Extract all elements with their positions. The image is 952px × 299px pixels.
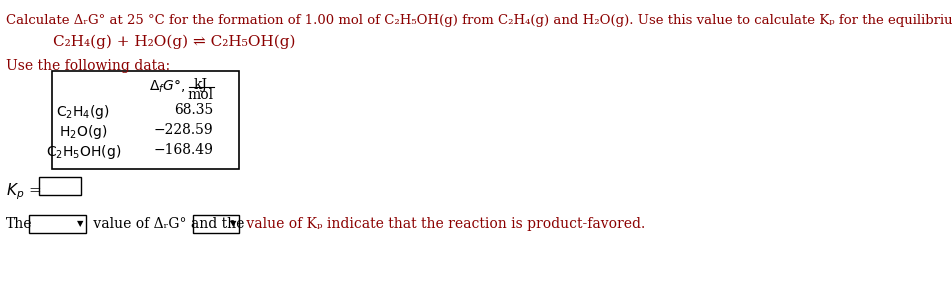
Text: Calculate ΔᵣG° at 25 °C for the formation of 1.00 mol of C₂H₅OH(g) from C₂H₄(g) : Calculate ΔᵣG° at 25 °C for the formatio… — [6, 14, 952, 27]
Text: mol: mol — [188, 88, 213, 102]
Text: $\mathrm{C_2H_5OH(g)}$: $\mathrm{C_2H_5OH(g)}$ — [46, 143, 121, 161]
Bar — [51, 71, 238, 169]
Text: $\mathrm{C_2H_4(g)}$: $\mathrm{C_2H_4(g)}$ — [56, 103, 110, 121]
Text: $\mathrm{H_2O(g)}$: $\mathrm{H_2O(g)}$ — [59, 123, 108, 141]
Bar — [193, 215, 238, 233]
Text: −228.59: −228.59 — [154, 123, 213, 137]
Text: ▼: ▼ — [77, 219, 84, 228]
Text: value of ΔᵣG° and the: value of ΔᵣG° and the — [89, 217, 245, 231]
Text: 68.35: 68.35 — [174, 103, 213, 117]
Text: −168.49: −168.49 — [153, 143, 213, 157]
Text: Use the following data:: Use the following data: — [6, 59, 170, 73]
Bar — [29, 215, 86, 233]
Bar — [39, 177, 81, 195]
Text: ▼: ▼ — [229, 219, 236, 228]
Text: C₂H₄(g) + H₂O(g) ⇌ C₂H₅OH(g): C₂H₄(g) + H₂O(g) ⇌ C₂H₅OH(g) — [53, 35, 295, 49]
Text: value of Kₚ indicate that the reaction is product-favored.: value of Kₚ indicate that the reaction i… — [242, 217, 645, 231]
Text: $K_p$ =: $K_p$ = — [6, 181, 41, 202]
Text: $\Delta_f G°,$: $\Delta_f G°,$ — [149, 79, 185, 95]
Text: The: The — [6, 217, 32, 231]
Text: kJ: kJ — [193, 78, 208, 92]
